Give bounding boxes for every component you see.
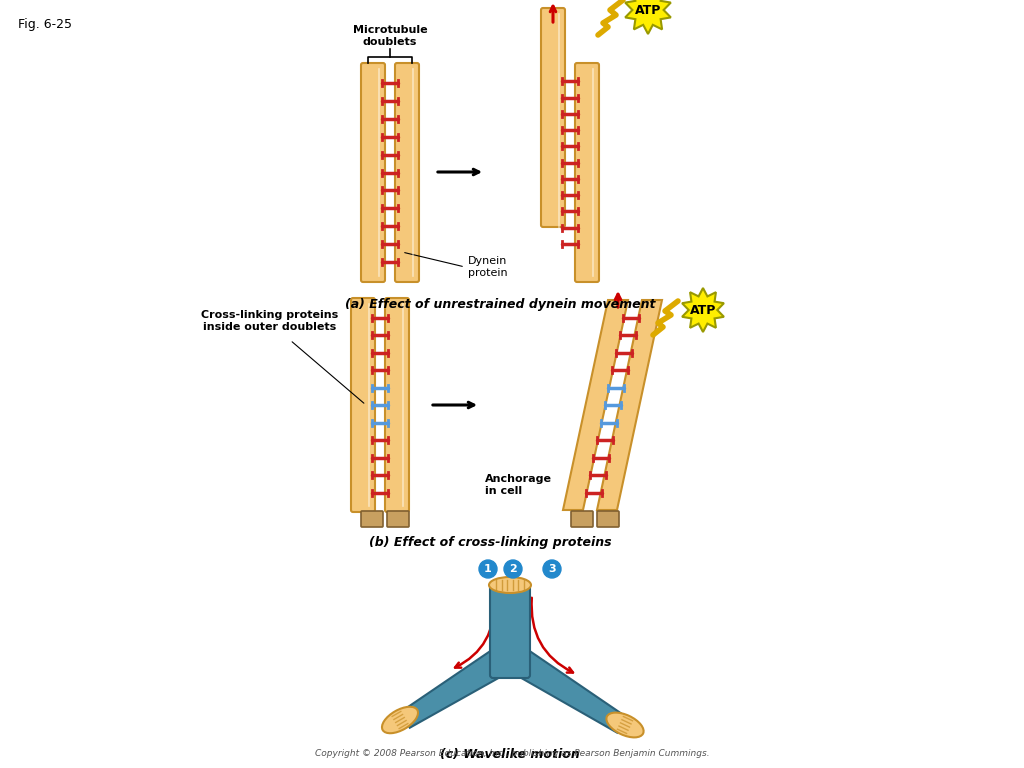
FancyBboxPatch shape [571, 511, 593, 527]
Ellipse shape [606, 713, 644, 737]
FancyBboxPatch shape [387, 511, 409, 527]
Text: Fig. 6-25: Fig. 6-25 [18, 18, 72, 31]
Text: Copyright © 2008 Pearson Education, Inc., publishing as Pearson Benjamin Cumming: Copyright © 2008 Pearson Education, Inc.… [314, 749, 710, 758]
Circle shape [504, 560, 522, 578]
Text: (c) Wavelike motion: (c) Wavelike motion [440, 748, 580, 761]
Circle shape [479, 560, 497, 578]
Text: 3: 3 [548, 564, 556, 574]
Text: Anchorage
in cell: Anchorage in cell [485, 474, 552, 496]
FancyBboxPatch shape [541, 8, 565, 227]
Polygon shape [563, 300, 628, 510]
Polygon shape [511, 648, 627, 733]
FancyBboxPatch shape [351, 298, 375, 512]
Text: (a) Effect of unrestrained dynein movement: (a) Effect of unrestrained dynein moveme… [345, 298, 655, 311]
FancyBboxPatch shape [361, 511, 383, 527]
Polygon shape [400, 648, 509, 728]
Polygon shape [626, 0, 671, 34]
FancyBboxPatch shape [575, 63, 599, 282]
FancyBboxPatch shape [490, 582, 530, 678]
FancyBboxPatch shape [395, 63, 419, 282]
Polygon shape [597, 300, 662, 510]
Text: 2: 2 [509, 564, 517, 574]
Ellipse shape [382, 707, 418, 733]
Text: Microtubule
doublets: Microtubule doublets [352, 25, 427, 47]
Text: ATP: ATP [635, 4, 662, 16]
Polygon shape [682, 288, 724, 332]
Ellipse shape [489, 577, 531, 593]
Text: Dynein
protein: Dynein protein [468, 257, 508, 278]
Text: (b) Effect of cross-linking proteins: (b) Effect of cross-linking proteins [369, 536, 611, 549]
Text: 1: 1 [484, 564, 492, 574]
Circle shape [543, 560, 561, 578]
FancyBboxPatch shape [597, 511, 618, 527]
FancyBboxPatch shape [361, 63, 385, 282]
FancyBboxPatch shape [385, 298, 409, 512]
Text: ATP: ATP [690, 303, 716, 316]
Text: Cross-linking proteins
inside outer doublets: Cross-linking proteins inside outer doub… [202, 310, 339, 332]
